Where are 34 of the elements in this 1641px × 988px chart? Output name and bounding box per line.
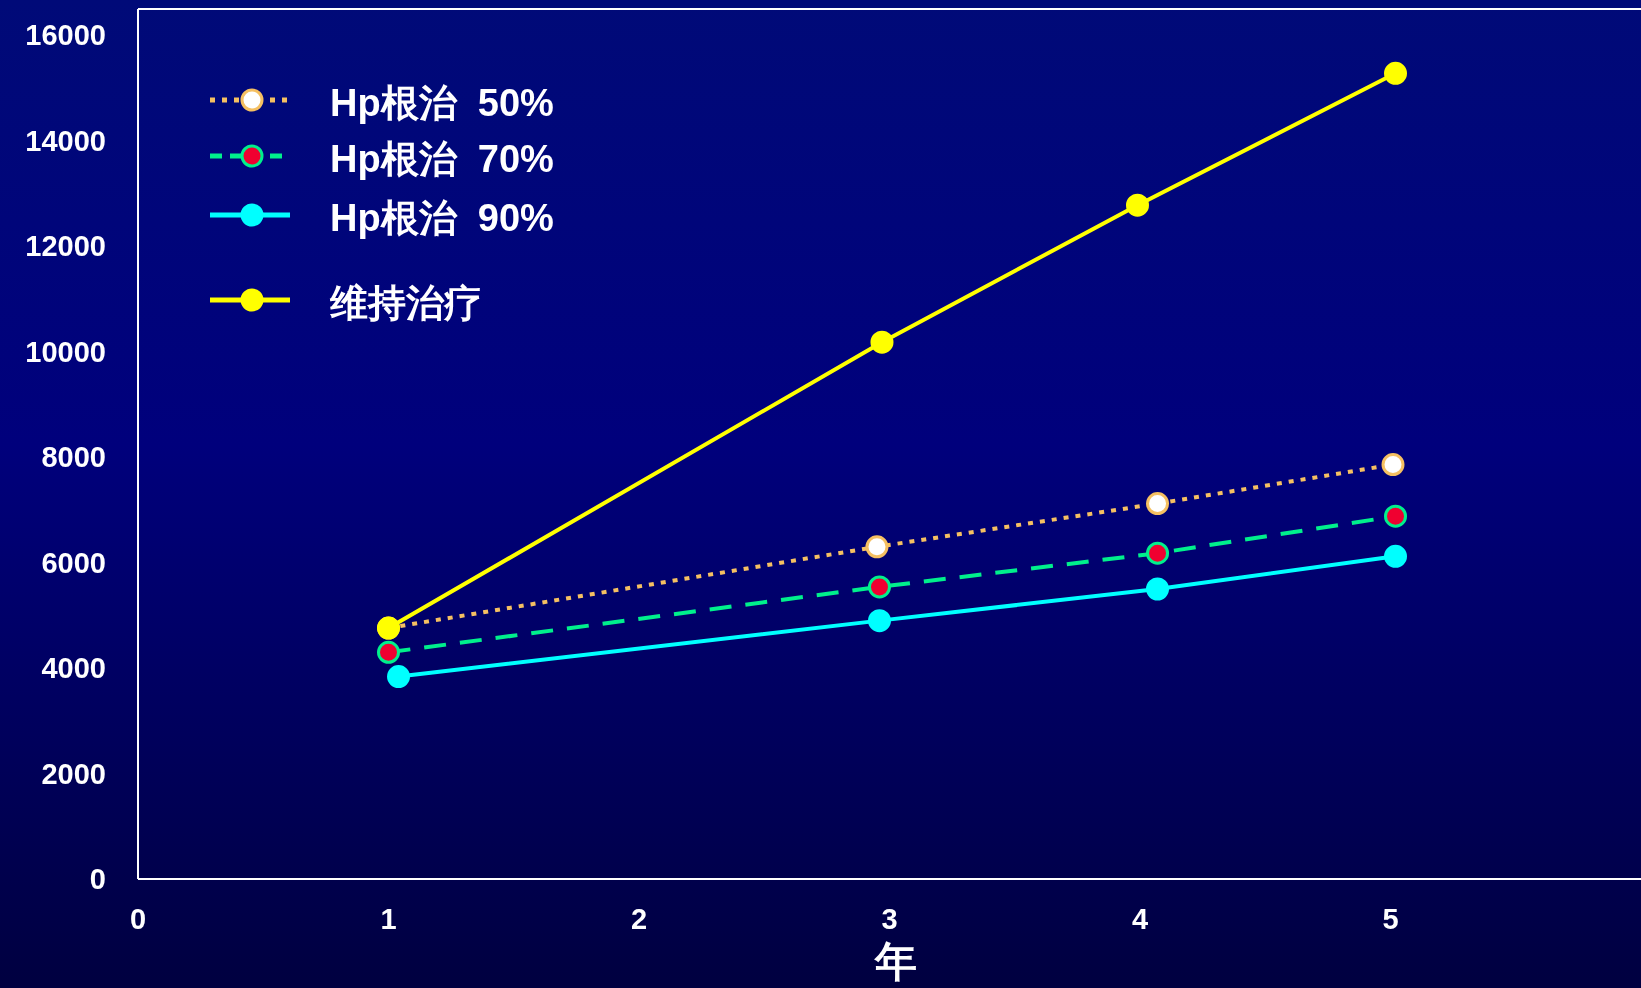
point [1146,577,1170,601]
y-tick-label: 2000 [41,757,106,790]
point [1384,544,1408,568]
x-tick-label: 2 [630,903,648,935]
x-tick-label: 3 [881,903,898,935]
legend-label: Hp根治 50% [330,82,554,124]
x-tick-label: 0 [129,903,147,935]
point [377,640,400,664]
point [1381,453,1405,477]
y-tick-label: 14000 [25,124,106,157]
point [867,575,891,599]
legend-label: 维持治疗 [329,282,482,324]
y-tick-label: 0 [89,863,106,895]
y-tick-label: 4000 [41,652,106,685]
point [1384,504,1408,528]
x-tick-label: 1 [380,903,397,935]
y-tick-label: 12000 [25,230,106,263]
point [865,535,889,559]
point [1146,541,1170,565]
point [387,665,411,689]
x-tick-label: 5 [1382,903,1399,935]
y-tick-label: 16000 [25,19,106,52]
legend-label: Hp根治 70% [330,138,554,180]
point [1146,492,1170,516]
y-tick-label: 6000 [41,546,106,579]
x-tick-label: 4 [1131,903,1149,935]
point [867,609,891,633]
point [1125,193,1149,217]
y-tick-label: 8000 [41,441,106,474]
x-axis-title: 年 [874,938,917,985]
point [1384,61,1408,85]
point [870,330,894,354]
legend-label: Hp根治 90% [330,197,554,239]
y-tick-label: 10000 [25,335,106,368]
